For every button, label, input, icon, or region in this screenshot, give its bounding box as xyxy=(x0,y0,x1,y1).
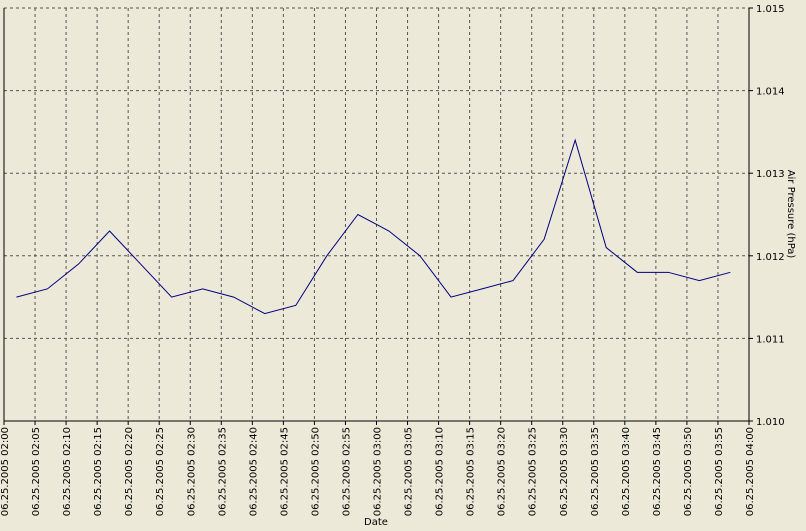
x-tick-label: 06.25.2005 02:10 xyxy=(62,427,73,516)
x-tick-label: 06.25.2005 02:00 xyxy=(0,427,11,516)
x-tick-label: 06.25.2005 03:50 xyxy=(683,427,694,516)
x-tick-label: 06.25.2005 02:50 xyxy=(310,427,321,516)
y-axis-label: Air Pressure (hPa) xyxy=(785,170,796,259)
x-tick-label: 06.25.2005 03:05 xyxy=(404,427,415,516)
x-tick-label: 06.25.2005 03:15 xyxy=(466,427,477,516)
x-tick-label: 06.25.2005 03:10 xyxy=(435,427,446,516)
y-tick-label: 1.015 xyxy=(756,4,785,15)
x-tick-label: 06.25.2005 03:00 xyxy=(373,427,384,516)
x-tick-label: 06.25.2005 02:15 xyxy=(93,427,104,516)
x-tick-label: 06.25.2005 03:45 xyxy=(652,427,663,516)
x-tick-label: 06.25.2005 03:35 xyxy=(590,427,601,516)
y-tick-label: 1.011 xyxy=(756,334,785,345)
x-tick-label: 06.25.2005 02:40 xyxy=(248,427,259,516)
x-tick-label: 06.25.2005 02:05 xyxy=(31,427,42,516)
x-tick-label: 06.25.2005 02:20 xyxy=(124,427,135,516)
x-tick-label: 06.25.2005 03:20 xyxy=(497,427,508,516)
y-tick-label: 1.012 xyxy=(756,252,785,263)
x-tick-label: 06.25.2005 04:00 xyxy=(745,427,756,516)
y-tick-label: 1.013 xyxy=(756,169,785,180)
x-tick-label: 06.25.2005 03:25 xyxy=(528,427,539,516)
x-tick-label: 06.25.2005 03:30 xyxy=(559,427,570,516)
x-tick-label: 06.25.2005 02:30 xyxy=(186,427,197,516)
x-tick-label: 06.25.2005 02:45 xyxy=(279,427,290,516)
x-tick-label: 06.25.2005 03:55 xyxy=(714,427,725,516)
x-axis-label: Date xyxy=(364,517,388,528)
x-tick-label: 06.25.2005 02:35 xyxy=(217,427,228,516)
data-line xyxy=(16,138,731,315)
x-tick-label: 06.25.2005 03:40 xyxy=(621,427,632,516)
y-tick-label: 1.010 xyxy=(756,417,785,428)
x-tick-label: 06.25.2005 02:25 xyxy=(155,427,166,516)
y-tick-label: 1.014 xyxy=(756,87,785,98)
x-tick-label: 06.25.2005 02:55 xyxy=(341,427,352,516)
